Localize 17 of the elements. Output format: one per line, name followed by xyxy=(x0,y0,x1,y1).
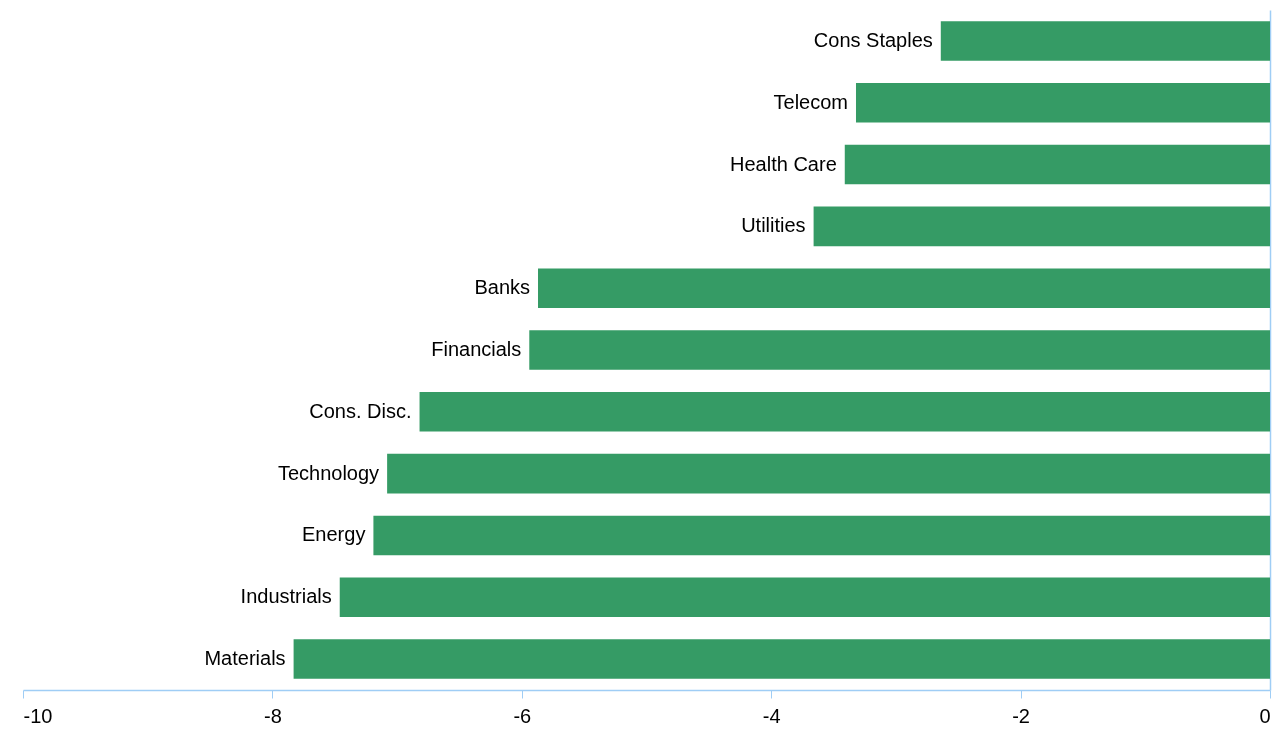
y-tick-label: Utilities xyxy=(741,214,806,237)
y-tick-label: Banks xyxy=(474,276,531,299)
y-tick-label: Cons Staples xyxy=(813,28,933,51)
y-tick-label: Cons. Disc. xyxy=(309,399,412,422)
y-tick-label: Financials xyxy=(431,338,522,360)
x-tick-label: -6 xyxy=(513,704,532,727)
y-tick-label: Health Care xyxy=(730,152,837,175)
x-tick-label: -8 xyxy=(264,704,282,727)
y-tick-label: Industrials xyxy=(240,585,332,608)
x-tick-label: -4 xyxy=(762,704,781,727)
x-tick-label: -2 xyxy=(1012,704,1030,727)
y-tick-label: Telecom xyxy=(773,90,848,113)
y-tick-label: Energy xyxy=(302,523,366,546)
x-tick-label: 0 xyxy=(1259,704,1271,727)
y-tick-label: Materials xyxy=(204,647,286,670)
x-tick-label: -10 xyxy=(23,704,53,727)
y-tick-label: Technology xyxy=(277,461,380,484)
